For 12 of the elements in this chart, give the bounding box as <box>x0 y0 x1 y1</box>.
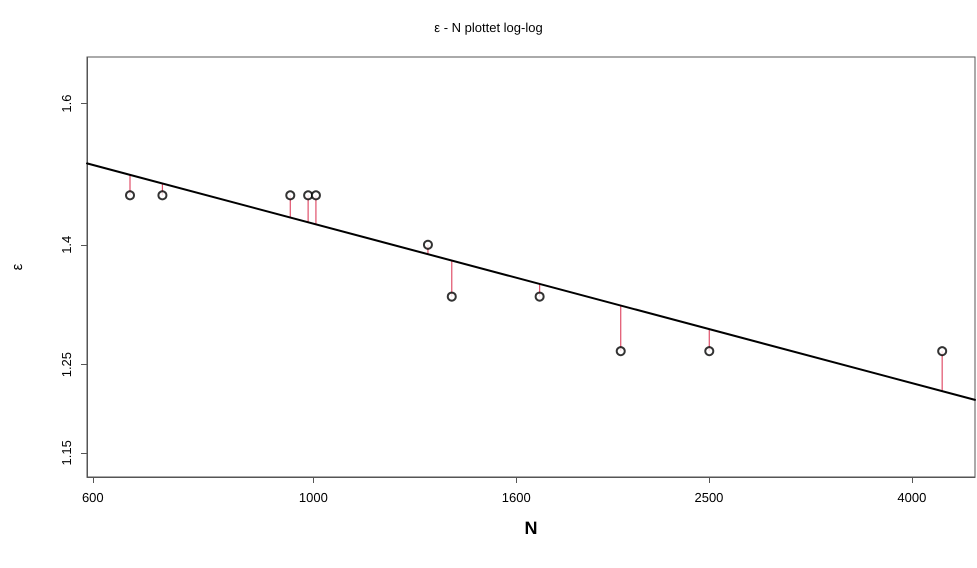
chart-title: ε - N plottet log-log <box>434 20 543 35</box>
y-tick-label: 1.6 <box>59 94 74 113</box>
x-tick-label: 2500 <box>694 490 724 505</box>
y-tick-label: 1.4 <box>59 236 74 254</box>
x-tick-label: 4000 <box>897 490 926 505</box>
y-tick-label: 1.25 <box>59 352 74 378</box>
x-axis-title: N <box>524 518 538 538</box>
y-axis-title: ε <box>9 263 26 270</box>
x-tick-label: 1600 <box>502 490 531 505</box>
x-tick-label: 1000 <box>298 490 328 505</box>
x-tick-label: 600 <box>82 490 104 505</box>
y-tick-label: 1.15 <box>59 440 74 466</box>
